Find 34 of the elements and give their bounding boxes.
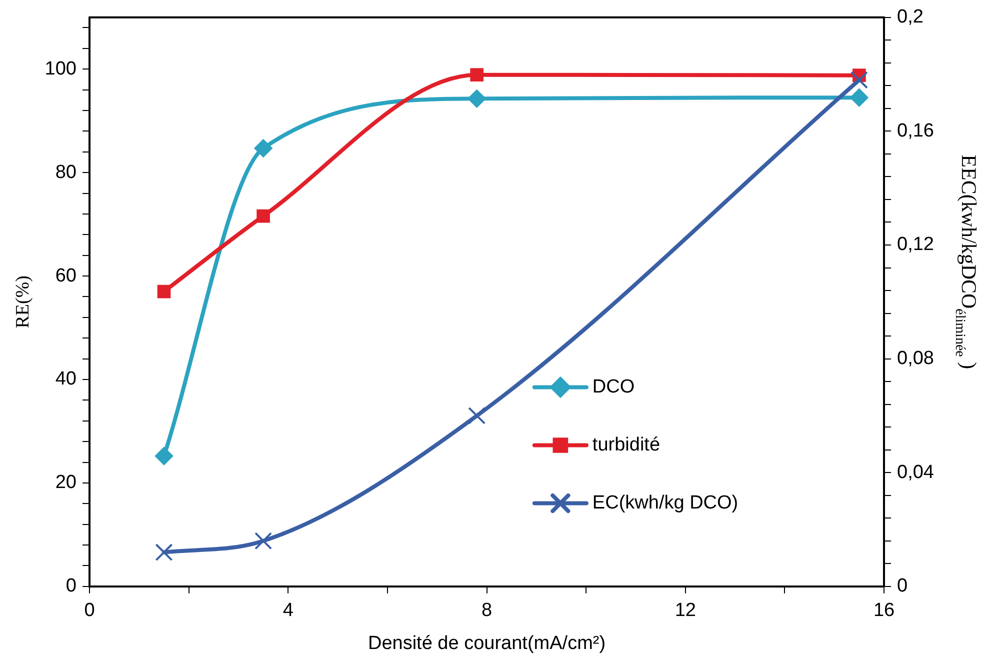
point xyxy=(468,90,486,108)
point xyxy=(254,139,272,158)
x-tick-label: 4 xyxy=(282,600,294,622)
y-tick-label: 100 xyxy=(44,58,76,80)
point xyxy=(468,406,486,424)
point xyxy=(850,71,868,89)
y-axis-title: RE(%) xyxy=(12,276,34,328)
x-tick-label: 16 xyxy=(873,600,895,622)
y-tick-label: 80 xyxy=(55,162,76,183)
y2-tick-label: 0 xyxy=(897,576,908,597)
y-tick-label: 40 xyxy=(55,368,76,390)
x-tick-label: 8 xyxy=(481,600,492,622)
y-tick-label: 60 xyxy=(55,265,76,286)
x-axis-title: Densité de courant(mA/cm²) xyxy=(368,632,606,654)
point xyxy=(155,543,173,562)
y-tick-label: 0 xyxy=(66,576,76,597)
legend-label: EC(kwh/kg DCO) xyxy=(592,492,738,514)
y2-tick-label: 0,2 xyxy=(897,6,924,28)
y-tick-label: 20 xyxy=(55,472,76,494)
y2-tick-label: 0,08 xyxy=(897,348,934,370)
point xyxy=(850,88,868,107)
point xyxy=(254,532,272,550)
y2-axis-title: EEC(kwh/kgDCOéliminée ) xyxy=(952,154,981,370)
x-tick-label: 0 xyxy=(84,600,95,622)
y2-tick-label: 0,04 xyxy=(897,462,934,483)
point xyxy=(154,447,173,466)
x-tick-label: 12 xyxy=(674,600,696,622)
point xyxy=(470,68,484,82)
legend-label: DCO xyxy=(592,376,635,398)
y2-tick-label: 0,12 xyxy=(897,234,934,256)
point xyxy=(157,284,171,298)
point xyxy=(256,209,270,223)
y2-tick-label: 0,16 xyxy=(897,120,934,142)
legend-label: turbidité xyxy=(592,434,660,456)
